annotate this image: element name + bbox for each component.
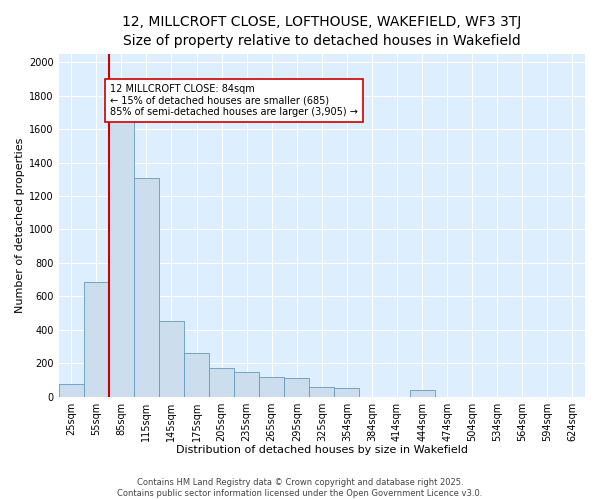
- Bar: [59, 384, 84, 396]
- Bar: [134, 178, 159, 396]
- Title: 12, MILLCROFT CLOSE, LOFTHOUSE, WAKEFIELD, WF3 3TJ
Size of property relative to : 12, MILLCROFT CLOSE, LOFTHOUSE, WAKEFIEL…: [122, 15, 521, 48]
- Bar: [309, 388, 334, 396]
- Bar: [184, 354, 209, 397]
- Y-axis label: Number of detached properties: Number of detached properties: [15, 138, 25, 313]
- Bar: [209, 368, 234, 396]
- Bar: [109, 114, 134, 397]
- Bar: [159, 322, 184, 396]
- Bar: [84, 282, 109, 397]
- Text: Contains HM Land Registry data © Crown copyright and database right 2025.
Contai: Contains HM Land Registry data © Crown c…: [118, 478, 482, 498]
- Bar: [334, 388, 359, 396]
- X-axis label: Distribution of detached houses by size in Wakefield: Distribution of detached houses by size …: [176, 445, 468, 455]
- Bar: [259, 378, 284, 396]
- Text: 12 MILLCROFT CLOSE: 84sqm
← 15% of detached houses are smaller (685)
85% of semi: 12 MILLCROFT CLOSE: 84sqm ← 15% of detac…: [110, 84, 358, 117]
- Bar: [410, 390, 434, 396]
- Bar: [284, 378, 309, 396]
- Bar: [234, 372, 259, 396]
